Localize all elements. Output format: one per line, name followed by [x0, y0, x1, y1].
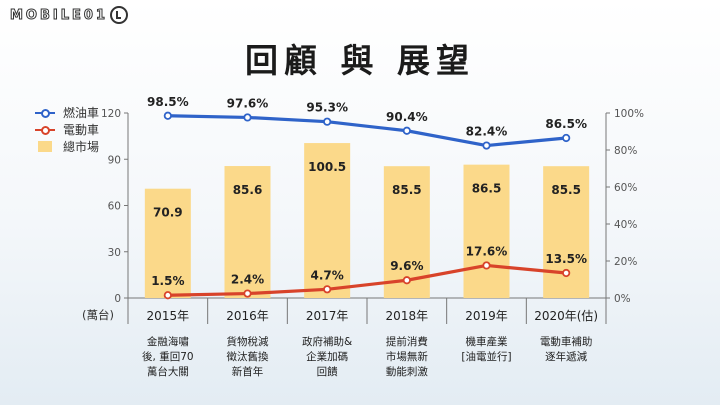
chart-legend: 燃油車 電動車 總市場	[35, 104, 99, 155]
bar-value-label: 85.5	[551, 183, 581, 197]
year-note: 機車產業 [油電並行]	[461, 336, 512, 363]
series-point	[562, 133, 571, 143]
line-value-label: 82.4%	[466, 125, 508, 139]
bar	[463, 164, 510, 298]
slide-title: 回顧 與 展望	[245, 41, 475, 80]
y-left-tick-label: 30	[108, 247, 121, 259]
y-left-tick-label: 60	[108, 201, 121, 213]
series-point	[163, 111, 172, 120]
line-value-label: 9.6%	[390, 259, 423, 273]
line-value-label: 98.5%	[147, 95, 189, 109]
series-point	[323, 285, 332, 294]
year-note: 貨物稅減 徵汰舊換 新首年	[226, 336, 269, 378]
series-point	[402, 276, 411, 285]
y-right-tick-label: 40%	[614, 219, 637, 231]
x-tick-label: 2019年	[465, 309, 508, 323]
year-note: 提前消費 市場無新 動能刺激	[385, 336, 428, 378]
series-line	[167, 263, 567, 297]
legend-bar-swatch-icon	[38, 141, 52, 152]
legend-label: 燃油車	[63, 106, 100, 120]
bar-value-label: 100.5	[308, 160, 346, 174]
legend-label: 總市場	[63, 140, 100, 154]
series-point	[402, 126, 411, 135]
bar-value-label: 85.5	[392, 183, 422, 197]
x-axis-unit-label: (萬台)	[82, 308, 114, 322]
legend-line-marker-icon	[35, 107, 55, 119]
bar	[144, 188, 191, 298]
legend-item-gasoline: 燃油車	[35, 104, 99, 121]
series-line	[167, 114, 567, 148]
bar-series	[144, 143, 590, 298]
legend-item-electric: 電動車	[35, 121, 99, 138]
legend-line-marker-icon	[35, 124, 55, 136]
line-value-label: 4.7%	[311, 268, 344, 282]
line-value-label: 17.6%	[466, 244, 508, 258]
x-tick-label: 2020年(估)	[534, 309, 598, 323]
line-value-label: 95.3%	[306, 101, 348, 115]
y-right-tick-label: 20%	[614, 256, 637, 268]
bar-value-label: 85.6	[233, 183, 263, 197]
legend-label: 電動車	[63, 123, 100, 137]
chart-axes: 0 30 60 90 120 0% 20% 40% 60% 80% 100% 2015年 2016年 20…	[101, 108, 644, 324]
legend-item-market: 總市場	[35, 138, 99, 155]
line-value-label: 2.4%	[231, 273, 264, 287]
series-point	[482, 261, 491, 270]
line-value-label: 90.4%	[386, 110, 428, 124]
y-right-tick-label: 100%	[614, 108, 644, 120]
series-point	[163, 291, 172, 300]
y-left-tick-label: 90	[108, 154, 121, 166]
x-tick-label: 2016年	[226, 309, 269, 323]
series-point	[243, 289, 252, 298]
y-right-tick-label: 80%	[614, 145, 637, 157]
series-point	[323, 117, 332, 126]
x-tick-label: 2018年	[386, 309, 429, 323]
data-labels: 70.9 85.6 100.5 85.5 86.5 85.5 98.5% 97.6% 95.3%…	[147, 95, 587, 288]
line-value-label: 1.5%	[151, 274, 184, 288]
line-value-label: 13.5%	[545, 252, 587, 266]
line-value-label: 97.6%	[227, 96, 269, 110]
logo-text: MOBILE01	[10, 7, 108, 23]
y-right-tick-label: 0%	[614, 293, 631, 305]
y-left-tick-label: 0	[114, 293, 121, 305]
brand-logo: MOBILE01	[10, 6, 128, 24]
bar	[304, 143, 351, 298]
y-left-tick-label: 120	[101, 108, 121, 120]
series-point	[482, 141, 491, 150]
logo-check-icon	[110, 6, 128, 24]
year-note: 金融海嘯 後, 重回70 萬台大關	[142, 336, 194, 378]
bar	[224, 166, 271, 298]
line-series	[163, 111, 571, 300]
line-value-label: 86.5%	[545, 117, 587, 131]
series-point	[562, 268, 571, 278]
x-tick-label: 2017年	[306, 309, 349, 323]
year-notes: 金融海嘯 後, 重回70 萬台大關 貨物稅減 徵汰舊換 新首年 政府補助& 企業…	[0, 335, 720, 395]
y-right-tick-label: 60%	[614, 182, 637, 194]
bar-value-label: 86.5	[472, 182, 502, 196]
bar-value-label: 70.9	[153, 206, 183, 220]
series-point	[243, 113, 252, 122]
x-tick-label: 2015年	[147, 309, 190, 323]
year-note: 電動車補助 逐年遞減	[539, 336, 593, 363]
year-note: 政府補助& 企業加碼 回饋	[302, 336, 353, 378]
